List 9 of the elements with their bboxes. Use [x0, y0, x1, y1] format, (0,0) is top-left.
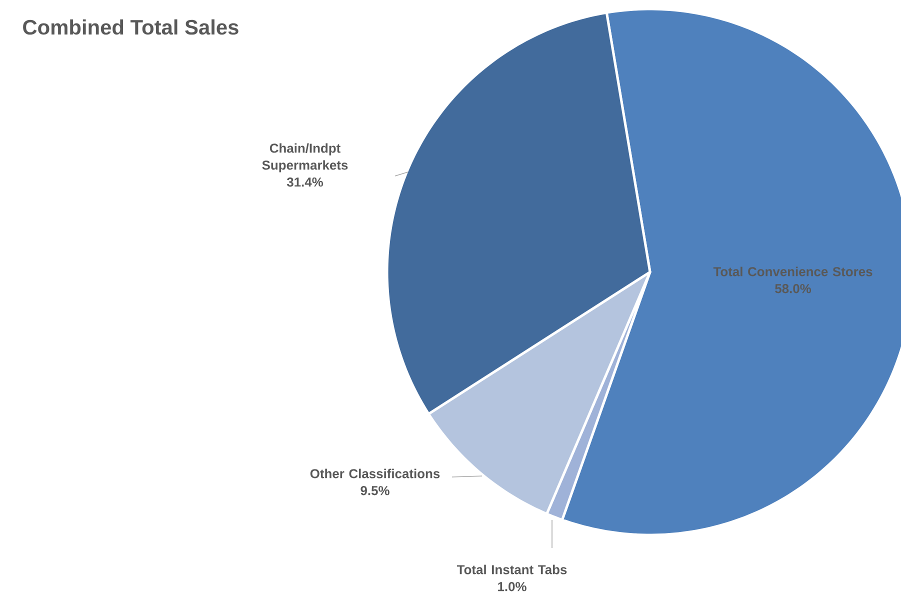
slice-label: Other Classifications	[310, 468, 440, 478]
slice-label: Total Convenience Stores	[713, 266, 872, 276]
data-label: 31.4%	[286, 178, 324, 187]
slice-label: Chain/Indpt Supermarkets	[262, 143, 348, 172]
data-label: 1.0%	[498, 582, 526, 592]
slice-label: Total Instant Tabs	[456, 564, 567, 574]
data-label: 58.0%	[775, 284, 812, 294]
chart-title: Combined Total Sales	[23, 19, 238, 35]
data-label: 9.5%	[360, 486, 390, 496]
